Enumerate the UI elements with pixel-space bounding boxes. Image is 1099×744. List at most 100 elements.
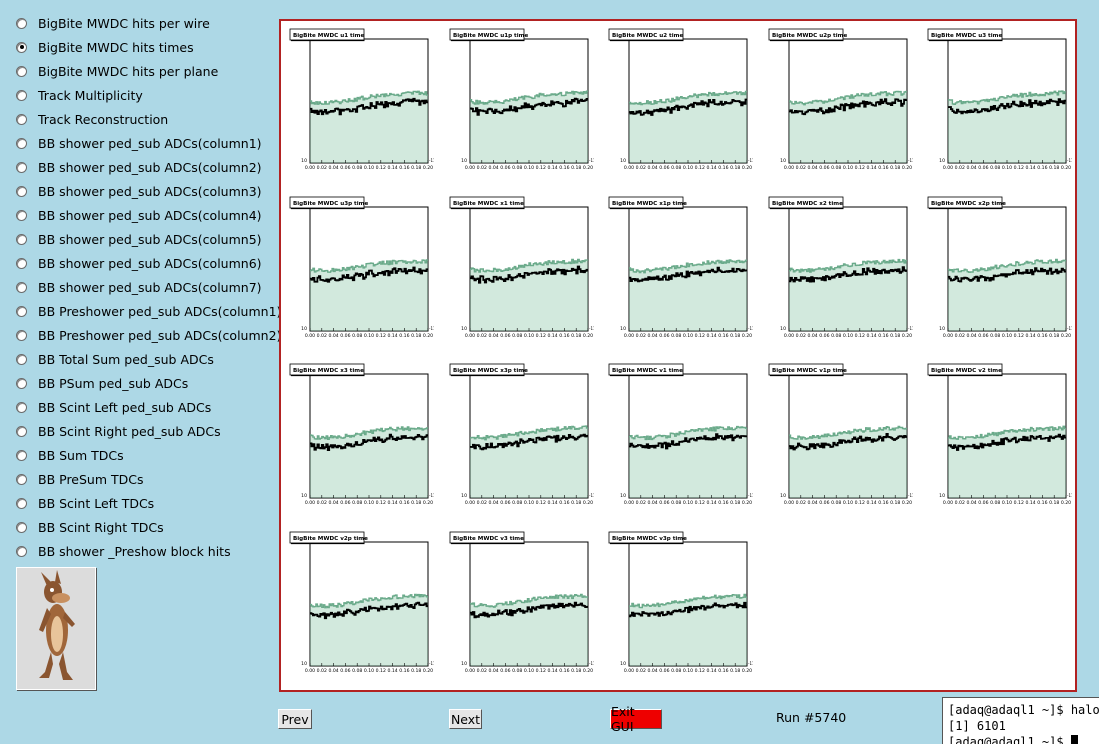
x-tick-label: 0.08 [831, 500, 841, 506]
menu-item-label: BB Preshower ped_sub ADCs(column2) [38, 327, 282, 343]
x-tick-label: 0.02 [317, 333, 327, 339]
radio-button[interactable] [16, 281, 27, 293]
menu-item-radio[interactable]: BB shower ped_sub ADCs(column5) [16, 229, 262, 249]
menu-item-radio[interactable]: BigBite MWDC hits per plane [16, 61, 218, 81]
menu-item-radio[interactable]: BB Total Sum ped_sub ADCs [16, 349, 214, 369]
menu-item-radio[interactable]: BB shower ped_sub ADCs(column4) [16, 205, 262, 225]
radio-button[interactable] [16, 89, 27, 101]
radio-button[interactable] [16, 377, 27, 389]
series-black-line [788, 265, 907, 283]
histogram-pad[interactable]: 0.00 0.02 0.04 0.06 0.08 0.10 0.12 0.14 0.16 0.18… [288, 530, 434, 680]
histogram-pad[interactable]: 0.00 0.02 0.04 0.06 0.08 0.10 0.12 0.14 0.16 0.18… [767, 27, 913, 177]
histogram-pad[interactable]: 0.00 0.02 0.04 0.06 0.08 0.10 0.12 0.14 0.16 0.18… [767, 362, 913, 512]
histogram-pad[interactable]: 0.00 0.02 0.04 0.06 0.08 0.10 0.12 0.14 0.16 0.18… [288, 362, 434, 512]
histogram-plot: 0.00 0.02 0.04 0.06 0.08 0.10 0.12 0.14 0.16 0.18… [289, 363, 434, 506]
menu-item-label: BB Scint Right TDCs [38, 519, 164, 535]
radio-button[interactable] [16, 545, 27, 557]
x-tick-label: 0.04 [488, 333, 498, 339]
histogram-pad[interactable]: 0.00 0.02 0.04 0.06 0.08 0.10 0.12 0.14 0.16 0.18… [607, 195, 753, 345]
radio-button[interactable] [16, 521, 27, 533]
x-tick-label: 0.14 [866, 333, 876, 339]
menu-item-radio[interactable]: BB Preshower ped_sub ADCs(column1) [16, 301, 281, 321]
radio-button[interactable] [16, 329, 27, 341]
histogram-pad[interactable]: 0.00 0.02 0.04 0.06 0.08 0.10 0.12 0.14 0.16 0.18… [926, 362, 1072, 512]
x-tick-label: 0.00 [305, 668, 315, 674]
radio-button[interactable] [16, 425, 27, 437]
histogram-pad[interactable]: 0.00 0.02 0.04 0.06 0.08 0.10 0.12 0.14 0.16 0.18… [607, 362, 753, 512]
histogram-pad[interactable]: 0.00 0.02 0.04 0.06 0.08 0.10 0.12 0.14 0.16 0.18… [926, 27, 1072, 177]
terminal-line-2: [1] 6101 [948, 719, 1006, 733]
menu-item-radio[interactable]: BB Scint Left TDCs [16, 493, 154, 513]
radio-button[interactable] [16, 209, 27, 221]
x-tick-label: 0.18 [1049, 500, 1059, 506]
terminal-window[interactable]: [adaq@adaql1 ~]$ halog [1] 6101 [adaq@ad… [942, 697, 1099, 744]
next-button[interactable]: Next [449, 709, 482, 729]
histogram-pad[interactable]: 0.00 0.02 0.04 0.06 0.08 0.10 0.12 0.14 0.16 0.18… [288, 27, 434, 177]
histogram-pad[interactable]: 0.00 0.02 0.04 0.06 0.08 0.10 0.12 0.14 0.16 0.18… [448, 195, 594, 345]
radio-button[interactable] [16, 17, 27, 29]
menu-item-label: Track Reconstruction [38, 111, 169, 127]
radio-button[interactable] [16, 305, 27, 317]
histogram-pad[interactable]: 0.00 0.02 0.04 0.06 0.08 0.10 0.12 0.14 0.16 0.18… [767, 195, 913, 345]
histogram-canvas[interactable]: 0.00 0.02 0.04 0.06 0.08 0.10 0.12 0.14 0.16 0.18… [279, 19, 1077, 692]
menu-item-label: BB shower ped_sub ADCs(column7) [38, 279, 262, 295]
radio-button[interactable] [16, 401, 27, 413]
histogram-pad[interactable]: 0.00 0.02 0.04 0.06 0.08 0.10 0.12 0.14 0.16 0.18… [448, 362, 594, 512]
radio-button[interactable] [16, 137, 27, 149]
radio-button[interactable] [16, 233, 27, 245]
prev-button[interactable]: Prev [278, 709, 312, 729]
x-tick-label: 0.12 [376, 668, 386, 674]
x-tick-label: 0.18 [890, 333, 900, 339]
x-tick-label: 0.08 [512, 668, 522, 674]
x-tick-label: 0.14 [387, 333, 397, 339]
menu-item-radio[interactable]: BB shower ped_sub ADCs(column7) [16, 277, 262, 297]
exit-gui-button[interactable]: Exit GUI [610, 704, 662, 734]
menu-item-radio[interactable]: Track Reconstruction [16, 109, 168, 129]
menu-item-radio[interactable]: BB shower ped_sub ADCs(column3) [16, 181, 262, 201]
histogram-pad[interactable]: 0.00 0.02 0.04 0.06 0.08 0.10 0.12 0.14 0.16 0.18… [448, 530, 594, 680]
menu-item-radio[interactable]: BigBite MWDC hits times [16, 37, 194, 57]
x-exponent-label: -11 [908, 158, 913, 163]
menu-item-radio[interactable]: BB PSum ped_sub ADCs [16, 373, 188, 393]
histogram-pad[interactable]: 0.00 0.02 0.04 0.06 0.08 0.10 0.12 0.14 0.16 0.18… [288, 195, 434, 345]
menu-item-label: BB PreSum TDCs [38, 471, 144, 487]
radio-button[interactable] [16, 113, 27, 125]
series-green-line [310, 426, 428, 441]
histogram-pad[interactable]: 0.00 0.02 0.04 0.06 0.08 0.10 0.12 0.14 0.16 0.18… [448, 27, 594, 177]
menu-item-radio[interactable]: BB shower ped_sub ADCs(column6) [16, 253, 262, 273]
radio-button[interactable] [16, 449, 27, 461]
x-tick-label: 0.04 [328, 500, 338, 506]
menu-item-radio[interactable]: BB PreSum TDCs [16, 469, 144, 489]
histogram-pad[interactable]: 0.00 0.02 0.04 0.06 0.08 0.10 0.12 0.14 0.16 0.18… [607, 27, 753, 177]
radio-button[interactable] [16, 257, 27, 269]
radio-button[interactable] [16, 65, 27, 77]
x-tick-label: 0.08 [512, 165, 522, 171]
radio-button[interactable] [16, 473, 27, 485]
menu-item-radio[interactable]: BB Scint Right TDCs [16, 517, 164, 537]
menu-item-radio[interactable]: BB Sum TDCs [16, 445, 124, 465]
menu-item-radio[interactable]: BB shower ped_sub ADCs(column1) [16, 133, 262, 153]
pad-title: BigBite MWDC v1p time [772, 368, 847, 374]
menu-item-radio[interactable]: BB Scint Left ped_sub ADCs [16, 397, 211, 417]
x-tick-label: 0.20 [582, 668, 592, 674]
radio-button[interactable] [16, 353, 27, 365]
x-tick-label: 0.18 [411, 165, 421, 171]
menu-item-radio[interactable]: BigBite MWDC hits per wire [16, 13, 210, 33]
radio-button[interactable] [16, 497, 27, 509]
menu-item-radio[interactable]: Track Multiplicity [16, 85, 143, 105]
x-tick-label: 0.00 [624, 500, 634, 506]
menu-item-label: BB Scint Left TDCs [38, 495, 155, 511]
radio-button[interactable] [16, 185, 27, 197]
histogram-pad[interactable]: 0.00 0.02 0.04 0.06 0.08 0.10 0.12 0.14 0.16 0.18… [926, 195, 1072, 345]
menu-item-radio[interactable]: BB shower _Preshow block hits [16, 541, 231, 561]
series-black-line [788, 433, 907, 451]
series-green-line [948, 90, 1067, 105]
menu-item-radio[interactable]: BB Scint Right ped_sub ADCs [16, 421, 221, 441]
radio-button[interactable] [16, 41, 27, 53]
radio-button[interactable] [16, 161, 27, 173]
histogram-pad[interactable]: 0.00 0.02 0.04 0.06 0.08 0.10 0.12 0.14 0.16 0.18… [607, 530, 753, 680]
x-tick-label: 0.08 [831, 165, 841, 171]
menu-item-radio[interactable]: BB Preshower ped_sub ADCs(column2) [16, 325, 281, 345]
menu-item-radio[interactable]: BB shower ped_sub ADCs(column2) [16, 157, 262, 177]
x-tick-label: 0.00 [305, 165, 315, 171]
